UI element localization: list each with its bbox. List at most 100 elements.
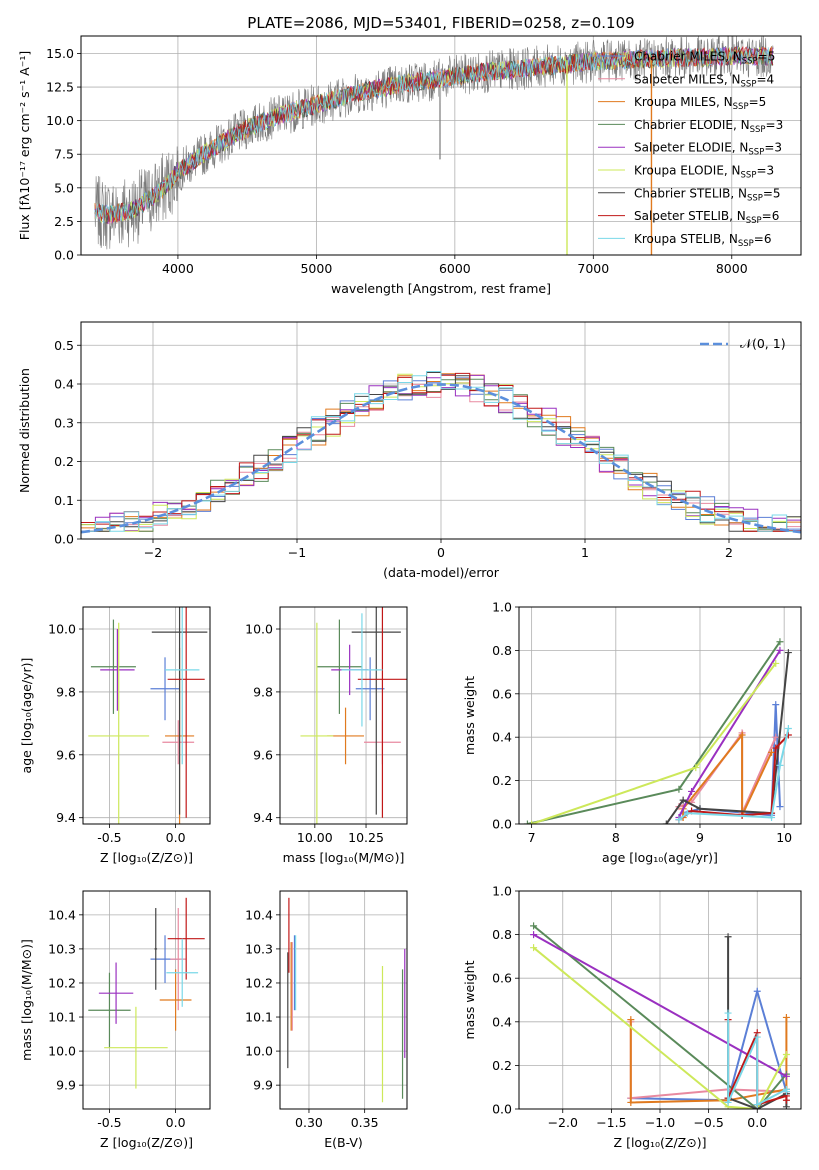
legend-entry: Salpeter STELIB, NSSP=6 (634, 209, 779, 226)
x-tick-label: 0.0 (747, 1115, 767, 1130)
data-point-marker (679, 796, 687, 804)
data-point-marker (753, 1101, 761, 1109)
data-point-marker (738, 731, 746, 739)
data-point-marker (688, 787, 696, 795)
plot-mass-vs-EBV: 0.30 0.35 9.9 10.0 10.1 10.2 10.3 10.4 E(B-V) (245, 890, 408, 1150)
x-axis-label: mass [log₁₀(M/M⊙)] (283, 850, 405, 865)
mass-weight-line (532, 925, 788, 1109)
plot-area (300, 607, 407, 824)
legend-value: =4 (756, 72, 774, 86)
x-tick-label: 7000 (577, 261, 609, 276)
y-tick-label: 0.0 (492, 817, 512, 832)
legend-subscript: SSP (738, 239, 754, 249)
plot-residuals: −2 −1 0 1 2 0.0 0.1 0.2 0.3 0.4 0.5 (data-model)/er… (17, 321, 802, 580)
y-tick-label: 0.3 (54, 415, 74, 430)
y-tick-label: 0.2 (492, 773, 512, 788)
y-tick-label: 0.5 (54, 338, 74, 353)
data-point-marker (768, 748, 776, 756)
legend-entry: Chabrier STELIB, NSSP=5 (634, 186, 781, 203)
y-tick-label: 9.6 (56, 747, 76, 762)
data-point-marker (772, 733, 780, 741)
plot-area (530, 922, 790, 1109)
x-tick-label: 8000 (716, 261, 748, 276)
x-tick-label: 9 (696, 830, 704, 845)
legend-subscript: SSP (742, 57, 758, 67)
legend-value: =5 (758, 50, 776, 64)
legend-subscript: SSP (747, 193, 763, 203)
y-tick-label: 12.5 (46, 80, 74, 95)
y-tick-label: 10.1 (48, 1010, 76, 1025)
data-point-marker (683, 809, 691, 817)
x-axis-label: Z [log₁₀(Z/Z⊙)] (100, 850, 193, 865)
legend-value: =3 (766, 118, 784, 132)
data-point-marker (768, 813, 776, 821)
axes-frame (82, 606, 211, 825)
legend-entry: 𝒩(0, 1) (740, 336, 786, 351)
y-tick-label: 0.4 (54, 377, 74, 392)
plot-area (94, 36, 774, 255)
x-tick-label: 7 (528, 830, 536, 845)
legend-value: =3 (764, 141, 782, 155)
x-tick-label: −2 (144, 545, 162, 560)
data-point-marker (772, 659, 780, 667)
y-tick-label: 1.0 (492, 884, 512, 899)
plot-age-vs-mass: 10.00 10.25 9.4 9.6 9.8 10.0 mass [log₁₀(M/M⊙)… (245, 606, 408, 865)
y-tick-label: 0.2 (54, 454, 74, 469)
data-point-marker (782, 1088, 790, 1096)
legend-subscript: SSP (746, 216, 762, 226)
legend-entry: Salpeter ELODIE, NSSP=3 (634, 141, 782, 158)
y-axis-label: mass weight (462, 676, 477, 755)
data-point-marker (784, 649, 792, 657)
mass-weight-line (531, 662, 777, 824)
model-spectrum-line (94, 47, 773, 224)
y-tick-label: 0.0 (54, 248, 74, 263)
plot-area (81, 371, 801, 534)
plot-spectrum: 4000 5000 6000 7000 8000 0.0 2.5 5.0 7.5 10.0 12.5… (17, 14, 802, 296)
legend-entry: Salpeter MILES, NSSP=4 (634, 72, 774, 89)
axes-frame (80, 321, 802, 540)
data-point-marker (724, 1098, 732, 1106)
x-axis-label: age [log₁₀(age/yr)] (602, 850, 718, 865)
y-tick-label: 9.8 (253, 684, 273, 699)
data-point-marker (627, 1098, 635, 1106)
y-tick-label: 0.6 (492, 971, 512, 986)
data-point-marker (662, 820, 670, 824)
data-point-marker (772, 701, 780, 709)
y-tick-label: 2.5 (54, 214, 74, 229)
model-spectrum-line (94, 45, 774, 223)
legend-value: =5 (763, 186, 781, 200)
data-point-marker (753, 1033, 761, 1041)
y-tick-label: 10.0 (48, 1044, 76, 1059)
x-tick-label: 8 (612, 830, 620, 845)
plot-area (287, 897, 406, 1103)
y-tick-label: 10.0 (245, 1044, 273, 1059)
y-tick-label: 5.0 (54, 180, 74, 195)
plot-massweight-vs-Z: −2.0 −1.5 −1.0 −0.5 0.0 0.0 0.2 0.4 0.6 0.8 1.0 Z [… (462, 884, 802, 1150)
y-tick-label: 10.0 (48, 622, 76, 637)
y-tick-label: 9.6 (253, 747, 273, 762)
y-tick-label: 10.2 (48, 975, 76, 990)
y-tick-label: 0.1 (54, 493, 74, 508)
y-tick-label: 10.0 (46, 113, 74, 128)
plot-mass-vs-Z: -0.5 0.0 9.9 10.0 10.1 10.2 10.3 10.4 Z [log₁₀(Z… (19, 890, 211, 1150)
chart-title: PLATE=2086, MJD=53401, FIBERID=0258, z=0… (247, 14, 634, 32)
y-axis-label: mass weight (462, 960, 477, 1039)
y-tick-label: 0.8 (492, 643, 512, 658)
y-tick-label: 0.2 (492, 1058, 512, 1073)
x-tick-label: 5000 (300, 261, 332, 276)
x-tick-label: 2 (725, 545, 733, 560)
x-tick-label: −1.5 (596, 1115, 626, 1130)
x-tick-label: 0.0 (166, 1115, 186, 1130)
x-tick-label: 1 (581, 545, 589, 560)
mass-weight-line (532, 946, 788, 1109)
legend-subscript: SSP (733, 102, 749, 112)
y-tick-label: 10.1 (245, 1010, 273, 1025)
legend: Chabrier MILES, NSSP=5 Salpeter MILES, NS… (598, 50, 783, 249)
x-tick-label: 0.35 (351, 1115, 379, 1130)
axes-frame (82, 890, 211, 1110)
y-tick-label: 10.3 (48, 941, 76, 956)
y-tick-label: 0.4 (492, 730, 512, 745)
data-point-marker (753, 987, 761, 995)
data-point-marker (627, 1016, 635, 1024)
